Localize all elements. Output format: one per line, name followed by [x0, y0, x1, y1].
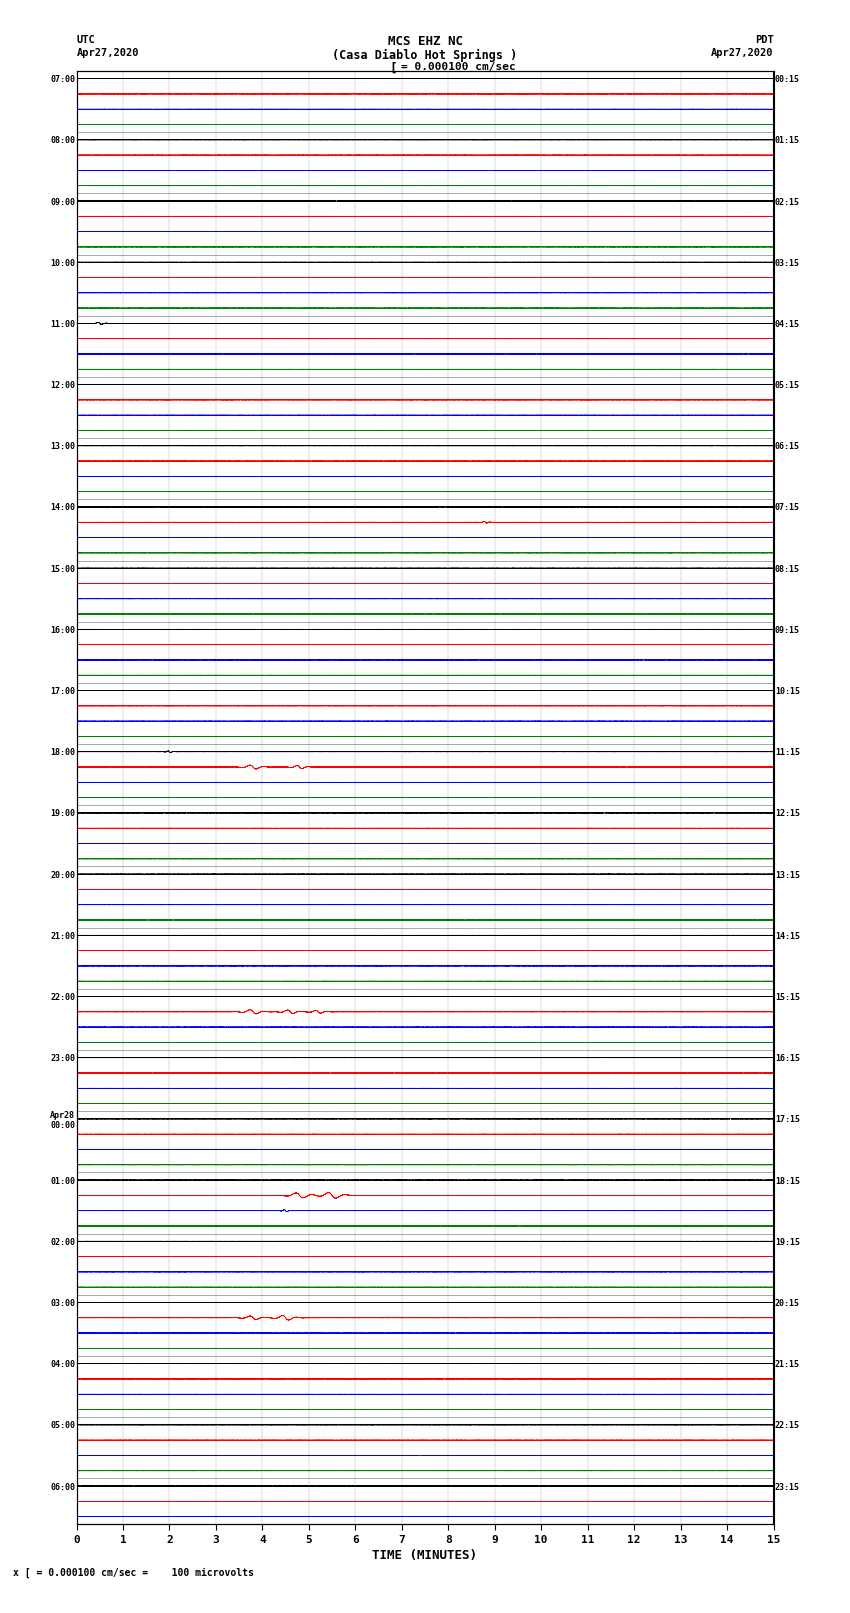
Text: PDT: PDT [755, 35, 774, 45]
Text: = 0.000100 cm/sec: = 0.000100 cm/sec [401, 63, 516, 73]
Text: Apr27,2020: Apr27,2020 [711, 47, 774, 58]
Text: (Casa Diablo Hot Springs ): (Casa Diablo Hot Springs ) [332, 50, 518, 63]
Text: MCS EHZ NC: MCS EHZ NC [388, 35, 462, 48]
Text: UTC: UTC [76, 35, 95, 45]
Text: [: [ [390, 63, 397, 76]
X-axis label: TIME (MINUTES): TIME (MINUTES) [372, 1548, 478, 1561]
Text: Apr27,2020: Apr27,2020 [76, 47, 139, 58]
Text: x [ = 0.000100 cm/sec =    100 microvolts: x [ = 0.000100 cm/sec = 100 microvolts [13, 1568, 253, 1578]
